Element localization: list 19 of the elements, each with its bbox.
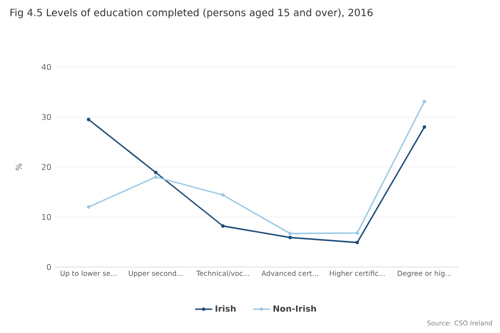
y-tick-label: 20	[42, 164, 51, 170]
legend-label: Non-Irish	[273, 305, 316, 312]
point	[422, 100, 426, 104]
point	[422, 125, 426, 129]
y-tick-label: 10	[42, 214, 51, 220]
y-tick-label: 30	[42, 114, 51, 120]
y-axis-title: %	[16, 164, 22, 170]
point	[221, 224, 225, 228]
point	[86, 118, 90, 122]
point	[154, 175, 158, 179]
point	[288, 236, 292, 240]
legend-label: Irish	[216, 305, 236, 312]
point	[288, 232, 292, 236]
y-tick-label: 40	[42, 64, 51, 70]
point	[86, 205, 90, 209]
chart-title: Fig 4.5 Levels of education completed (persons aged 15 and over), 2016	[10, 8, 373, 18]
point	[221, 193, 225, 197]
y-tick-label: 0	[46, 264, 51, 270]
point	[154, 170, 158, 174]
